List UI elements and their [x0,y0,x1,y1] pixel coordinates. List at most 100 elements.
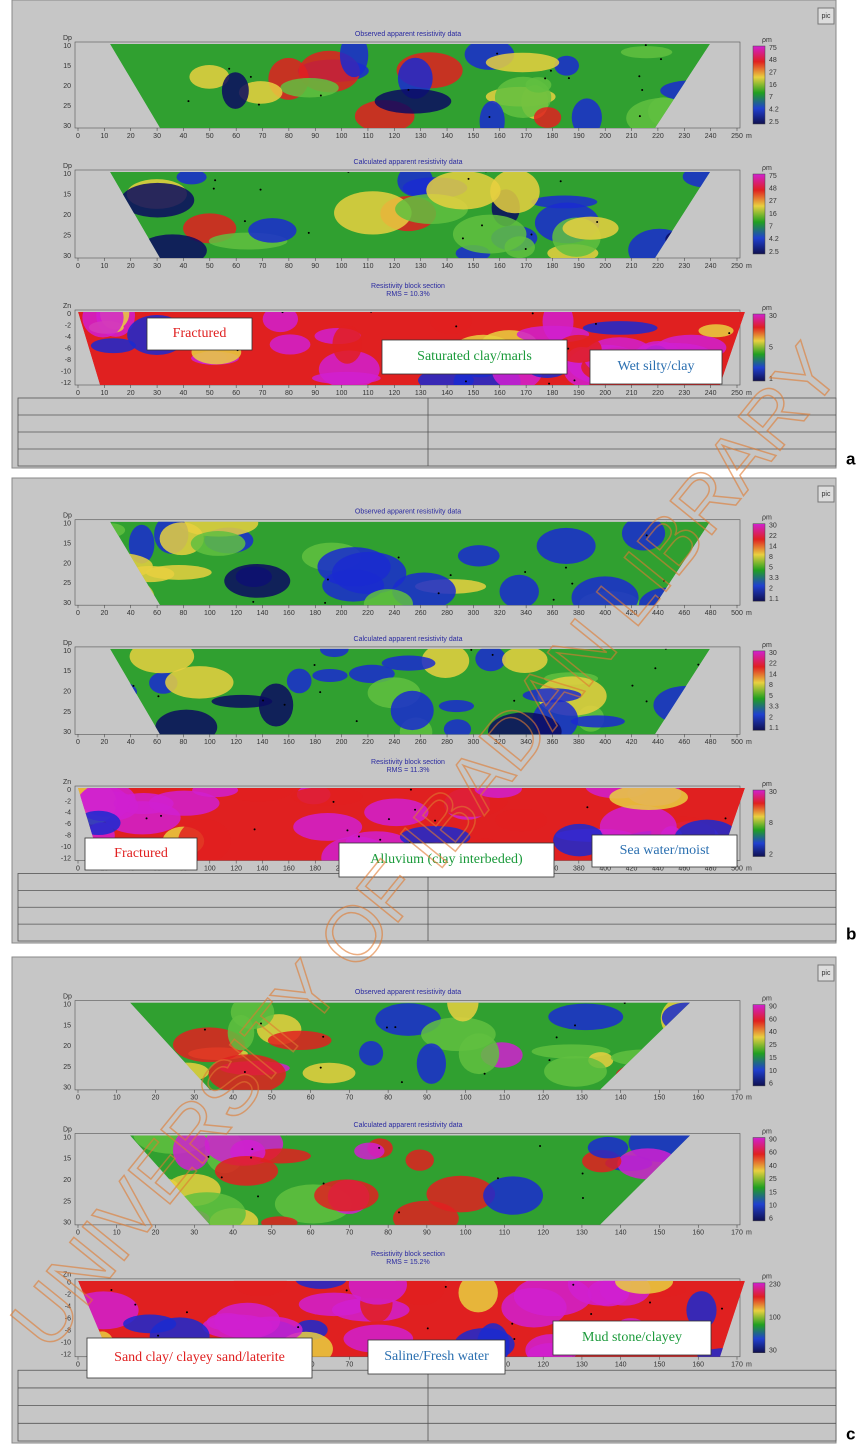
x-tick-label: 180 [309,739,321,746]
resistivity-blob [390,690,434,731]
resistivity-blob [233,1280,287,1297]
colorbar-label: 2 [769,851,773,858]
section-title: Calculated apparent resistivity data [354,159,463,166]
data-point [549,69,552,72]
depth-tick-label: 10 [63,1134,71,1141]
colorbar-label: 8 [769,820,773,827]
x-tick-label: 60 [153,739,161,746]
x-tick-label: 420 [626,610,638,617]
x-tick-label: 70 [259,133,267,140]
colorbar-label: 16 [769,82,777,89]
x-tick-label: 20 [100,610,108,617]
x-tick-label: 480 [705,739,717,746]
x-tick-label: 150 [468,263,480,270]
depth-tick-label: 20 [63,83,71,90]
x-tick-label: 400 [599,610,611,617]
resistivity-blob [221,72,249,109]
depth-tick-label: -6 [65,1316,71,1323]
depth-tick-label: -4 [65,334,71,341]
depth-tick-label: 10 [63,43,71,50]
depth-tick-label: 15 [63,540,71,547]
resistivity-blob [554,55,579,76]
x-tick-label: 40 [180,390,188,397]
colorbar-label: 7 [769,94,773,101]
x-tick-label: 40 [229,1230,237,1237]
section-title: Resistivity block section [371,1251,445,1258]
annotation-text: Mud stone/clayey [582,1330,682,1345]
resistivity-blob [261,1216,298,1225]
x-tick-label: 120 [388,390,400,397]
x-tick-label: 40 [127,610,135,617]
resistivity-blob [502,648,548,673]
x-tick-label: 340 [520,739,532,746]
x-tick-label: 230 [678,263,690,270]
annotation-text: Sand clay/ clayey sand/laterite [114,1350,285,1365]
x-tick-label: 10 [100,133,108,140]
x-unit: m [746,865,752,872]
x-tick-label: 160 [283,610,295,617]
colorbar [752,1137,766,1222]
data-point [571,582,574,585]
data-point [387,818,390,821]
data-point [437,592,440,595]
x-tick-label: 440 [652,865,664,872]
data-point [496,1177,499,1180]
resistivity-blob [148,790,220,816]
colorbar-label: 2 [769,714,773,721]
colorbar-label: 10 [769,1068,777,1075]
data-point [228,67,231,70]
x-tick-label: 160 [283,739,295,746]
x-tick-label: 170 [731,1095,743,1102]
data-point [524,248,527,251]
x-tick-label: 160 [494,133,506,140]
x-tick-label: 300 [468,739,480,746]
colorbar-label: 100 [769,1315,781,1322]
x-tick-label: 180 [309,610,321,617]
data-point [455,325,458,328]
x-tick-label: 100 [204,610,216,617]
resistivity-blob [571,98,602,128]
x-tick-label: 60 [232,263,240,270]
data-point [253,828,256,831]
data-point [187,100,190,103]
resistivity-blob [348,664,395,684]
resistivity-blob [474,788,522,799]
data-point [581,1172,584,1175]
x-tick-label: 160 [692,1362,704,1369]
depth-tick-label: 0 [67,311,71,318]
colorbar-label: 30 [769,789,777,796]
x-tick-label: 100 [204,739,216,746]
depth-tick-label: 10 [63,171,71,178]
x-tick-label: 160 [283,865,295,872]
colorbar-label: 27 [769,198,777,205]
x-tick-label: 200 [599,133,611,140]
data-point [638,115,641,118]
resistivity-blob [214,1302,281,1339]
depth-tick-label: -12 [61,855,71,862]
resistivity-blob [165,666,234,699]
colorbar-label: 15 [769,1055,777,1062]
x-tick-label: 110 [362,133,373,140]
data-point [145,817,148,820]
x-tick-label: 120 [230,739,242,746]
x-tick-label: 10 [113,1095,121,1102]
depth-tick-label: -4 [65,1304,71,1311]
depth-tick-label: 30 [63,1220,71,1227]
resistivity-blob [397,57,433,99]
depth-tick-label: -8 [65,1328,71,1335]
resistivity-blob [293,813,363,841]
panel-letter: a [846,449,856,468]
pic-button-label: pic [822,970,831,977]
annotation-box [591,834,738,868]
pic-button [817,964,835,982]
x-unit: m [746,390,752,397]
x-tick-label: 0 [76,263,80,270]
depth-tick-label: -4 [65,810,71,817]
x-tick-label: 0 [76,739,80,746]
data-point [564,566,567,569]
data-point [414,808,417,811]
pseudosection [110,648,710,735]
data-point [357,835,360,838]
x-tick-label: 360 [547,610,559,617]
x-tick-label: 90 [311,263,319,270]
